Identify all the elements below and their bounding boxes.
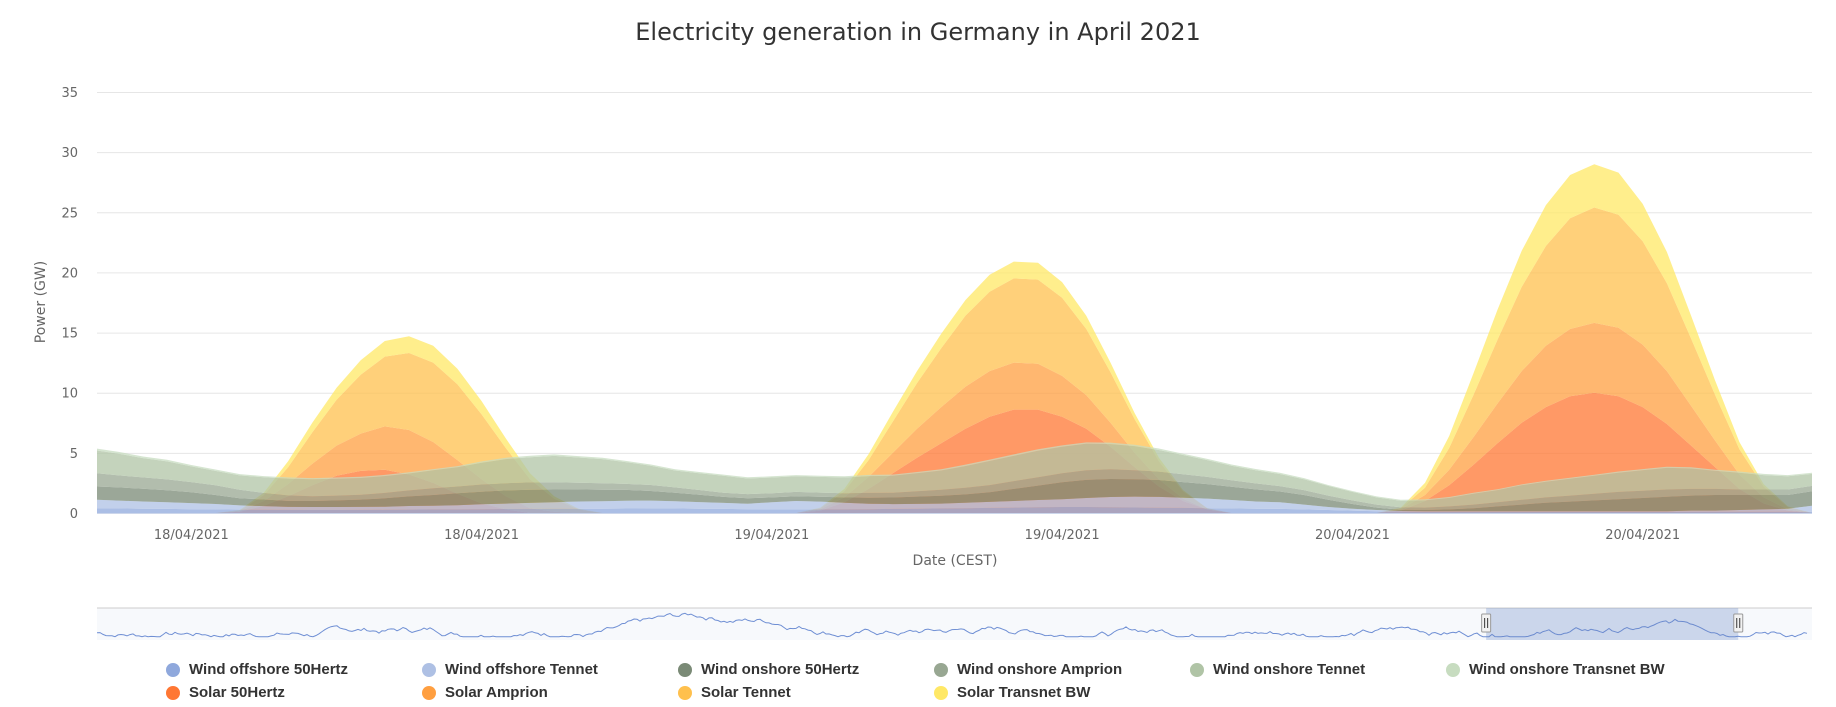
legend-item[interactable]: Solar Amprion bbox=[422, 681, 678, 704]
legend-marker-icon bbox=[678, 685, 692, 700]
legend-item[interactable]: Wind onshore 50Hertz bbox=[678, 658, 934, 681]
x-axis-title: Date (CEST) bbox=[913, 553, 998, 569]
legend-marker-icon bbox=[678, 662, 692, 677]
legend-row: Solar 50Hertz Solar Amprion Solar Tennet So… bbox=[166, 681, 1726, 704]
area-wind-onshore-tennet[interactable] bbox=[97, 443, 1812, 508]
plot-area[interactable] bbox=[97, 164, 1812, 513]
y-tick-label: 10 bbox=[61, 387, 78, 402]
legend-label: Wind onshore Amprion bbox=[957, 661, 1123, 678]
x-tick-label: 19/04/2021 bbox=[1025, 528, 1100, 543]
y-tick-label: 30 bbox=[61, 146, 78, 161]
y-tick-label: 20 bbox=[61, 266, 78, 281]
chart-title: Electricity generation in Germany in Apr… bbox=[635, 18, 1201, 46]
area-solar-tennet[interactable] bbox=[97, 207, 1812, 514]
legend-item[interactable]: Wind onshore Amprion bbox=[934, 658, 1190, 681]
area-wind-onshore-amprion[interactable] bbox=[97, 469, 1812, 510]
navigator-selection[interactable] bbox=[1486, 608, 1739, 640]
legend-item[interactable]: Solar Tennet bbox=[678, 681, 934, 704]
area-wind-onshore-50hertz[interactable] bbox=[97, 479, 1812, 512]
area-solar-amprion[interactable] bbox=[97, 322, 1812, 513]
navigator-series bbox=[96, 612, 1808, 638]
y-tick-label: 5 bbox=[70, 447, 78, 462]
legend-label: Solar Tennet bbox=[701, 684, 791, 701]
x-tick-label: 20/04/2021 bbox=[1315, 528, 1390, 543]
legend-label: Wind offshore Tennet bbox=[445, 661, 598, 678]
legend-item[interactable]: Wind offshore 50Hertz bbox=[166, 658, 422, 681]
area-wind-offshore-50hertz[interactable] bbox=[97, 507, 1812, 513]
legend-label: Solar 50Hertz bbox=[189, 684, 285, 701]
legend-marker-icon bbox=[422, 662, 436, 677]
legend-label: Wind offshore 50Hertz bbox=[189, 661, 349, 678]
legend-row: Wind offshore 50Hertz Wind offshore Tenne… bbox=[166, 658, 1726, 681]
y-tick-label: 35 bbox=[61, 86, 78, 101]
x-tick-label: 18/04/2021 bbox=[154, 528, 229, 543]
legend-marker-icon bbox=[934, 685, 948, 700]
legend-label: Solar Amprion bbox=[445, 684, 548, 701]
legend-label: Wind onshore Tennet bbox=[1213, 661, 1366, 678]
legend-item[interactable]: Solar Transnet BW bbox=[934, 681, 1190, 704]
legend-marker-icon bbox=[422, 685, 436, 700]
legend-label: Solar Transnet BW bbox=[957, 684, 1091, 701]
y-tick-label: 0 bbox=[70, 507, 78, 522]
y-tick-label: 25 bbox=[61, 206, 78, 221]
navigator-handle-right[interactable] bbox=[1733, 613, 1744, 633]
area-solar-50hertz[interactable] bbox=[97, 392, 1812, 513]
legend: Wind offshore 50Hertz Wind offshore Tenne… bbox=[166, 658, 1726, 704]
legend-item[interactable]: Solar 50Hertz bbox=[166, 681, 422, 704]
navigator-background bbox=[97, 608, 1812, 640]
legend-marker-icon bbox=[166, 685, 180, 700]
chart: Electricity generation in Germany in Apr… bbox=[33, 18, 1812, 640]
legend-marker-icon bbox=[1190, 662, 1204, 677]
legend-label: Wind onshore 50Hertz bbox=[701, 661, 860, 678]
legend-marker-icon bbox=[166, 662, 180, 677]
legend-item[interactable]: Wind onshore Transnet BW bbox=[1446, 658, 1702, 681]
legend-item[interactable]: Wind onshore Tennet bbox=[1190, 658, 1446, 681]
x-tick-labels: 18/04/2021 18/04/2021 19/04/2021 19/04/2021… bbox=[154, 528, 1680, 543]
legend-label: Wind onshore Transnet BW bbox=[1469, 661, 1665, 678]
y-tick-label: 15 bbox=[61, 327, 78, 342]
area-wind-onshore-transnet-bw[interactable] bbox=[97, 442, 1812, 501]
navigator-handle-left[interactable] bbox=[1481, 613, 1492, 633]
legend-marker-icon bbox=[1446, 662, 1460, 677]
y-axis-title: Power (GW) bbox=[33, 261, 49, 343]
x-tick-label: 18/04/2021 bbox=[444, 528, 519, 543]
x-tick-label: 19/04/2021 bbox=[734, 528, 809, 543]
area-wind-offshore-tennet[interactable] bbox=[97, 496, 1812, 512]
legend-marker-icon bbox=[934, 662, 948, 677]
x-tick-label: 20/04/2021 bbox=[1605, 528, 1680, 543]
navigator[interactable] bbox=[96, 607, 1812, 640]
legend-item[interactable]: Wind offshore Tennet bbox=[422, 658, 678, 681]
y-tick-labels: 0 5 10 15 20 25 30 35 bbox=[61, 86, 78, 522]
